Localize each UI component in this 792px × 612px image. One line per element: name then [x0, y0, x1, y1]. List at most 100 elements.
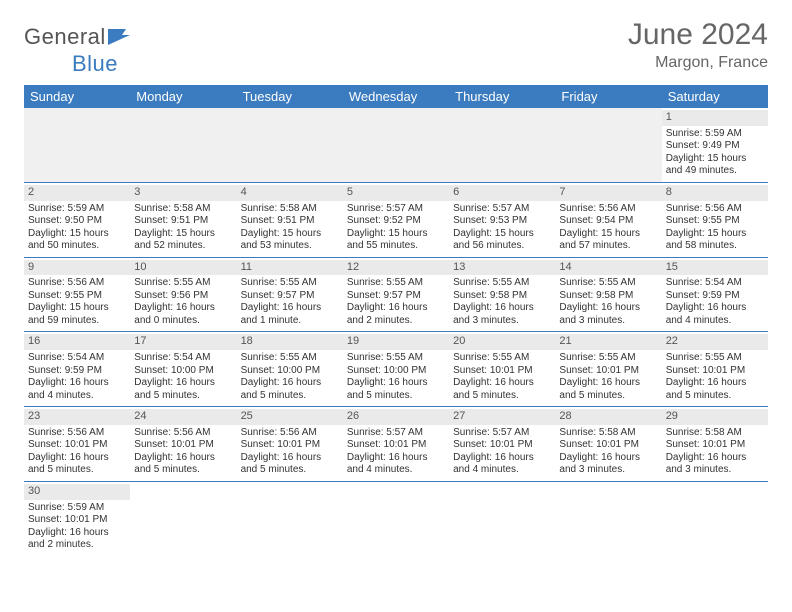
day-number: 27: [449, 409, 555, 425]
calendar-row: 30Sunrise: 5:59 AMSunset: 10:01 PMDaylig…: [24, 481, 768, 555]
day-number: 12: [343, 260, 449, 276]
calendar-cell-empty: [237, 481, 343, 555]
calendar-cell: 5 Sunrise: 5:57 AMSunset: 9:52 PMDaylight…: [343, 182, 449, 257]
day-number: 16: [24, 334, 130, 350]
day-number: 23: [24, 409, 130, 425]
calendar-cell: 25Sunrise: 5:56 AMSunset: 10:01 PMDaylig…: [237, 407, 343, 482]
day-details: Sunrise: 5:56 AMSunset: 9:55 PMDaylight:…: [666, 203, 764, 253]
day-details: Sunrise: 5:58 AMSunset: 10:01 PMDaylight…: [559, 427, 657, 477]
day-details: Sunrise: 5:59 AMSunset: 9:50 PMDaylight:…: [28, 203, 126, 253]
calendar-cell-empty: [555, 481, 661, 555]
day-number: 25: [237, 409, 343, 425]
calendar-row: 9Sunrise: 5:56 AMSunset: 9:55 PMDaylight…: [24, 257, 768, 332]
day-details: Sunrise: 5:55 AMSunset: 10:00 PMDaylight…: [347, 352, 445, 402]
day-number: 29: [662, 409, 768, 425]
calendar-cell: 16Sunrise: 5:54 AMSunset: 9:59 PMDayligh…: [24, 332, 130, 407]
day-number: 24: [130, 409, 236, 425]
day-number: 7: [555, 185, 661, 201]
day-details: Sunrise: 5:54 AMSunset: 10:00 PMDaylight…: [134, 352, 232, 402]
calendar-table: Sunday Monday Tuesday Wednesday Thursday…: [24, 85, 768, 556]
day-number: 18: [237, 334, 343, 350]
calendar-cell-empty: [343, 108, 449, 182]
day-number: 30: [24, 484, 130, 500]
calendar-cell: 27 Sunrise: 5:57 AMSunset: 10:01 PMDaylig…: [449, 407, 555, 482]
day-number: 15: [662, 260, 768, 276]
weekday-wednesday: Wednesday: [343, 85, 449, 108]
weekday-saturday: Saturday: [662, 85, 768, 108]
weekday-header-row: Sunday Monday Tuesday Wednesday Thursday…: [24, 85, 768, 108]
day-details: Sunrise: 5:54 AMSunset: 9:59 PMDaylight:…: [666, 277, 764, 327]
day-number: 9: [24, 260, 130, 276]
calendar-cell: 8 Sunrise: 5:56 AMSunset: 9:55 PMDaylight…: [662, 182, 768, 257]
calendar-cell: 23Sunrise: 5:56 AMSunset: 10:01 PMDaylig…: [24, 407, 130, 482]
day-details: Sunrise: 5:55 AMSunset: 9:56 PMDaylight:…: [134, 277, 232, 327]
calendar-cell: 6Sunrise: 5:57 AMSunset: 9:53 PMDaylight…: [449, 182, 555, 257]
day-number: 13: [449, 260, 555, 276]
calendar-cell-empty: [343, 481, 449, 555]
flag-icon: [108, 25, 130, 51]
day-number: 11: [237, 260, 343, 276]
day-details: Sunrise: 5:59 AMSunset: 9:49 PMDaylight:…: [666, 128, 764, 178]
calendar-cell: 1 Sunrise: 5:59 AMSunset: 9:49 PMDaylight…: [662, 108, 768, 182]
brand-part2: Blue: [72, 51, 118, 76]
calendar-cell-empty: [130, 108, 236, 182]
day-details: Sunrise: 5:58 AMSunset: 9:51 PMDaylight:…: [134, 203, 232, 253]
day-number: 14: [555, 260, 661, 276]
brand-part1: General: [24, 24, 106, 49]
day-details: Sunrise: 5:55 AMSunset: 9:58 PMDaylight:…: [453, 277, 551, 327]
day-number: 4: [237, 185, 343, 201]
day-details: Sunrise: 5:55 AMSunset: 9:57 PMDaylight:…: [347, 277, 445, 327]
day-number: 22: [662, 334, 768, 350]
calendar-cell-empty: [662, 481, 768, 555]
day-number: 26: [343, 409, 449, 425]
day-details: Sunrise: 5:57 AMSunset: 10:01 PMDaylight…: [347, 427, 445, 477]
calendar-cell: 15Sunrise: 5:54 AMSunset: 9:59 PMDayligh…: [662, 257, 768, 332]
weekday-thursday: Thursday: [449, 85, 555, 108]
weekday-monday: Monday: [130, 85, 236, 108]
day-details: Sunrise: 5:55 AMSunset: 10:00 PMDaylight…: [241, 352, 339, 402]
calendar-cell: 9Sunrise: 5:56 AMSunset: 9:55 PMDaylight…: [24, 257, 130, 332]
calendar-cell: 4 Sunrise: 5:58 AMSunset: 9:51 PMDaylight…: [237, 182, 343, 257]
day-number: 21: [555, 334, 661, 350]
calendar-cell: 12Sunrise: 5:55 AMSunset: 9:57 PMDayligh…: [343, 257, 449, 332]
calendar-cell-empty: [130, 481, 236, 555]
calendar-cell: 29 Sunrise: 5:58 AMSunset: 10:01 PMDaylig…: [662, 407, 768, 482]
calendar-cell-empty: [237, 108, 343, 182]
day-details: Sunrise: 5:58 AMSunset: 9:51 PMDaylight:…: [241, 203, 339, 253]
calendar-cell: 26 Sunrise: 5:57 AMSunset: 10:01 PMDaylig…: [343, 407, 449, 482]
day-details: Sunrise: 5:56 AMSunset: 10:01 PMDaylight…: [134, 427, 232, 477]
brand-text: GeneralBlue: [24, 24, 130, 77]
day-number: 3: [130, 185, 236, 201]
day-details: Sunrise: 5:55 AMSunset: 9:58 PMDaylight:…: [559, 277, 657, 327]
calendar-cell: 20Sunrise: 5:55 AMSunset: 10:01 PMDaylig…: [449, 332, 555, 407]
day-details: Sunrise: 5:55 AMSunset: 9:57 PMDaylight:…: [241, 277, 339, 327]
calendar-cell: 30Sunrise: 5:59 AMSunset: 10:01 PMDaylig…: [24, 481, 130, 555]
calendar-cell: 2 Sunrise: 5:59 AMSunset: 9:50 PMDaylight…: [24, 182, 130, 257]
day-number: 10: [130, 260, 236, 276]
day-details: Sunrise: 5:56 AMSunset: 9:55 PMDaylight:…: [28, 277, 126, 327]
day-details: Sunrise: 5:58 AMSunset: 10:01 PMDaylight…: [666, 427, 764, 477]
calendar-cell-empty: [449, 481, 555, 555]
calendar-cell: 11Sunrise: 5:55 AMSunset: 9:57 PMDayligh…: [237, 257, 343, 332]
day-details: Sunrise: 5:55 AMSunset: 10:01 PMDaylight…: [666, 352, 764, 402]
calendar-cell: 22 Sunrise: 5:55 AMSunset: 10:01 PMDaylig…: [662, 332, 768, 407]
header: GeneralBlue June 2024 Margon, France: [24, 18, 768, 77]
calendar-cell: 21Sunrise: 5:55 AMSunset: 10:01 PMDaylig…: [555, 332, 661, 407]
month-title: June 2024: [628, 18, 768, 52]
day-details: Sunrise: 5:57 AMSunset: 10:01 PMDaylight…: [453, 427, 551, 477]
calendar-cell: 3 Sunrise: 5:58 AMSunset: 9:51 PMDaylight…: [130, 182, 236, 257]
calendar-cell: 17 Sunrise: 5:54 AMSunset: 10:00 PMDaylig…: [130, 332, 236, 407]
day-number: 8: [662, 185, 768, 201]
day-number: 17: [130, 334, 236, 350]
calendar-row: 23Sunrise: 5:56 AMSunset: 10:01 PMDaylig…: [24, 407, 768, 482]
day-number: 1: [662, 110, 768, 126]
day-details: Sunrise: 5:57 AMSunset: 9:52 PMDaylight:…: [347, 203, 445, 253]
calendar-body: 1 Sunrise: 5:59 AMSunset: 9:49 PMDaylight…: [24, 108, 768, 556]
brand-logo: GeneralBlue: [24, 18, 130, 77]
day-number: 2: [24, 185, 130, 201]
day-number: 5: [343, 185, 449, 201]
calendar-cell: 18 Sunrise: 5:55 AMSunset: 10:00 PMDaylig…: [237, 332, 343, 407]
day-number: 20: [449, 334, 555, 350]
day-number: 28: [555, 409, 661, 425]
calendar-row: 16Sunrise: 5:54 AMSunset: 9:59 PMDayligh…: [24, 332, 768, 407]
